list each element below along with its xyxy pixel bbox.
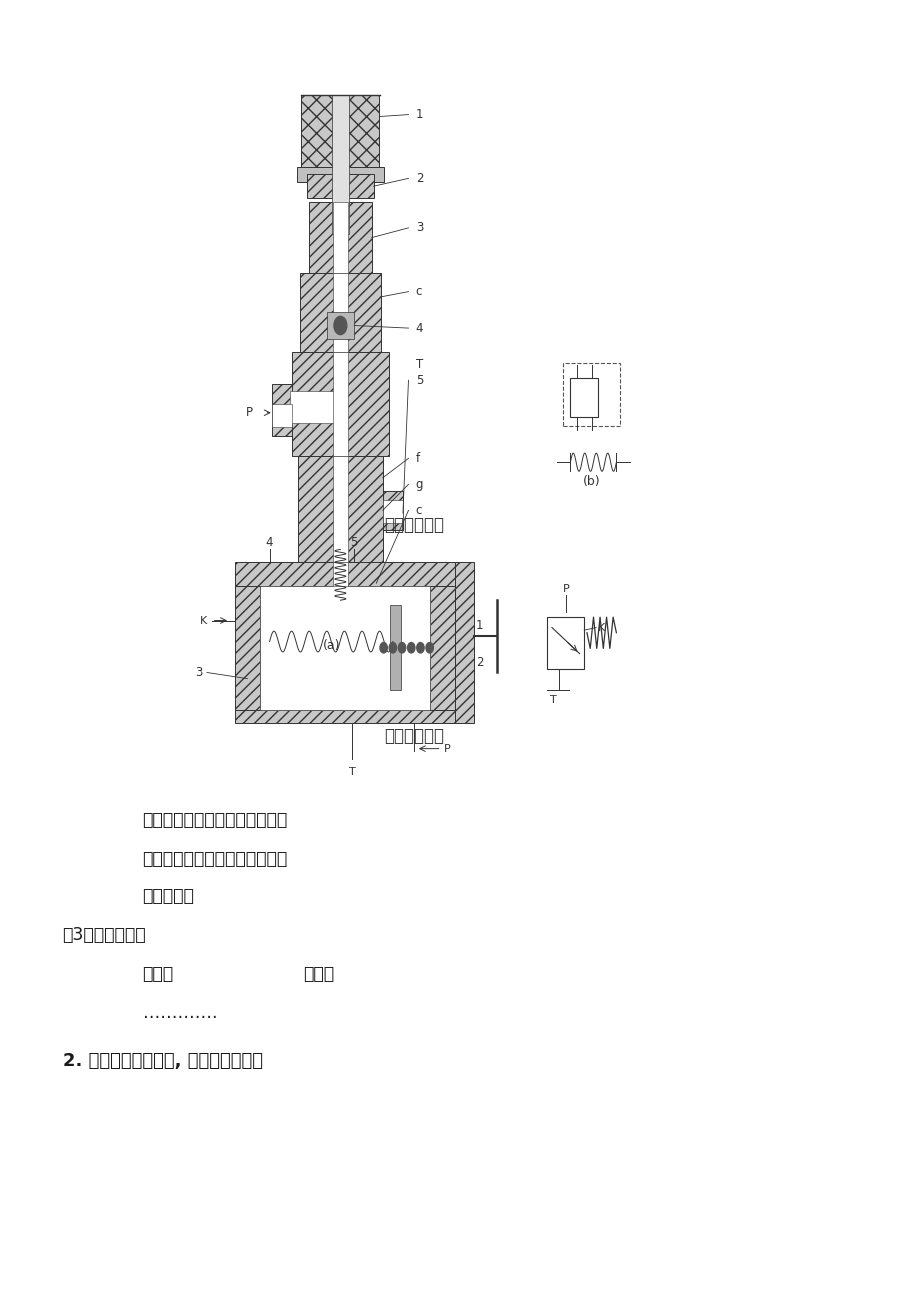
- Bar: [333, 202, 347, 273]
- Bar: [562, 363, 619, 426]
- Circle shape: [398, 642, 405, 652]
- Text: 1: 1: [415, 108, 423, 121]
- Circle shape: [425, 642, 433, 652]
- Bar: [333, 352, 347, 456]
- Text: T: T: [348, 767, 355, 777]
- Bar: [234, 710, 455, 723]
- Bar: [301, 95, 380, 167]
- Bar: [272, 384, 292, 436]
- Bar: [297, 167, 384, 182]
- Text: 3: 3: [415, 221, 423, 234]
- Text: (b): (b): [582, 475, 600, 488]
- Text: 1: 1: [475, 618, 482, 631]
- Bar: [333, 562, 347, 604]
- Text: 节流阀: 节流阀: [142, 965, 174, 983]
- Text: 2. 换向阀的控制方式, 换向阀的通和位: 2. 换向阀的控制方式, 换向阀的通和位: [62, 1052, 262, 1070]
- Bar: [234, 562, 455, 586]
- Text: c: c: [415, 504, 422, 517]
- Text: 4: 4: [266, 536, 273, 549]
- Text: 直动式溢流阀: 直动式溢流阀: [383, 516, 444, 534]
- Text: 调速阀: 调速阀: [303, 965, 335, 983]
- Text: K: K: [597, 622, 605, 633]
- Text: P: P: [246, 406, 253, 419]
- Circle shape: [389, 642, 396, 652]
- Bar: [390, 605, 401, 690]
- Bar: [292, 352, 389, 456]
- Text: P: P: [444, 743, 450, 754]
- Bar: [300, 273, 380, 352]
- Bar: [333, 456, 347, 562]
- Text: 压力继电器: 压力继电器: [142, 887, 194, 905]
- Text: f: f: [415, 452, 419, 465]
- Text: P: P: [562, 583, 569, 594]
- Bar: [547, 617, 584, 669]
- Bar: [382, 491, 403, 530]
- Bar: [309, 202, 371, 273]
- Text: (a): (a): [322, 639, 340, 652]
- Bar: [304, 562, 376, 604]
- Text: 4: 4: [415, 322, 423, 335]
- Text: T: T: [550, 695, 557, 706]
- Bar: [234, 586, 260, 710]
- Circle shape: [416, 642, 424, 652]
- Text: g: g: [415, 478, 423, 491]
- Text: K: K: [199, 616, 207, 625]
- Bar: [333, 273, 347, 352]
- Text: T: T: [415, 358, 423, 371]
- Text: 5: 5: [350, 536, 357, 549]
- Text: 减压阀：直动式、先导式减压阀: 减压阀：直动式、先导式减压阀: [142, 811, 288, 829]
- Bar: [570, 378, 597, 417]
- Text: c: c: [415, 285, 422, 298]
- Bar: [382, 500, 403, 523]
- Bar: [298, 456, 382, 562]
- Text: 2: 2: [475, 656, 482, 669]
- Text: 先导式溢流阀: 先导式溢流阀: [383, 727, 444, 745]
- Bar: [312, 604, 368, 628]
- Bar: [429, 586, 455, 710]
- Bar: [272, 404, 292, 427]
- Text: 3: 3: [195, 667, 202, 678]
- Bar: [289, 391, 340, 423]
- Bar: [455, 562, 473, 723]
- Bar: [326, 312, 354, 339]
- Text: 2: 2: [415, 172, 423, 185]
- Bar: [307, 174, 373, 198]
- Circle shape: [407, 642, 414, 652]
- Bar: [332, 95, 348, 234]
- Text: 5: 5: [415, 374, 423, 387]
- Circle shape: [380, 642, 387, 652]
- Circle shape: [334, 316, 346, 335]
- Text: （3）流量控制阀: （3）流量控制阀: [62, 926, 146, 944]
- Text: 顺序阀：直动式、先导式顺序阀: 顺序阀：直动式、先导式顺序阀: [142, 850, 288, 868]
- Bar: [260, 586, 429, 710]
- Text: ………….: ………….: [142, 1004, 217, 1022]
